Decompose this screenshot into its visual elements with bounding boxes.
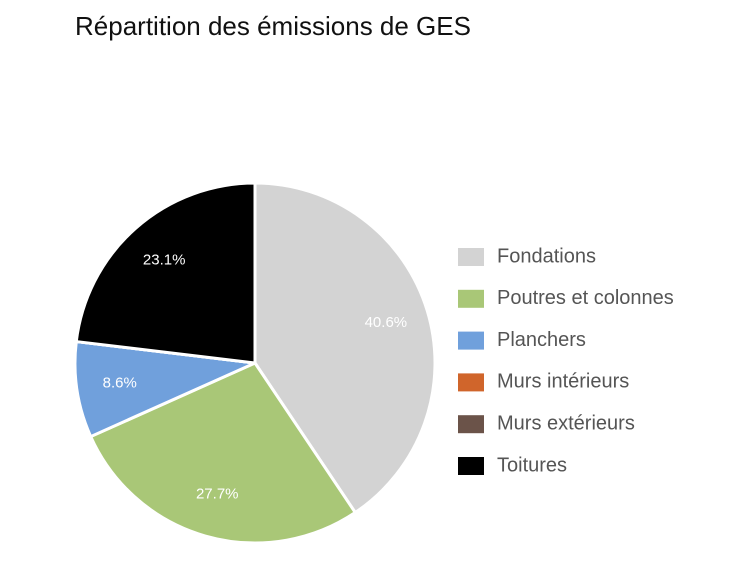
data-label: 8.6% (103, 375, 137, 392)
data-label: 27.7% (196, 485, 239, 502)
data-label: 40.6% (365, 314, 408, 331)
legend-swatch (458, 331, 484, 350)
chart-title: Répartition des émissions de GES (75, 11, 471, 41)
pie-slice (73, 340, 257, 439)
legend-swatch (458, 457, 484, 475)
legend-label: Planchers (497, 329, 586, 351)
legend-label: Murs intérieurs (497, 371, 629, 393)
legend-label: Fondations (497, 245, 596, 267)
legend-label: Poutres et colonnes (497, 287, 674, 309)
legend-swatch (458, 373, 484, 392)
legend-label: Toitures (497, 454, 567, 476)
legend-swatch (458, 248, 484, 266)
legend-swatch (458, 289, 484, 308)
legend-swatch (458, 415, 484, 434)
legend-label: Murs extérieurs (497, 412, 635, 434)
pie-slice (253, 181, 437, 515)
pie-slice (74, 181, 257, 365)
data-label: 23.1% (143, 252, 186, 269)
